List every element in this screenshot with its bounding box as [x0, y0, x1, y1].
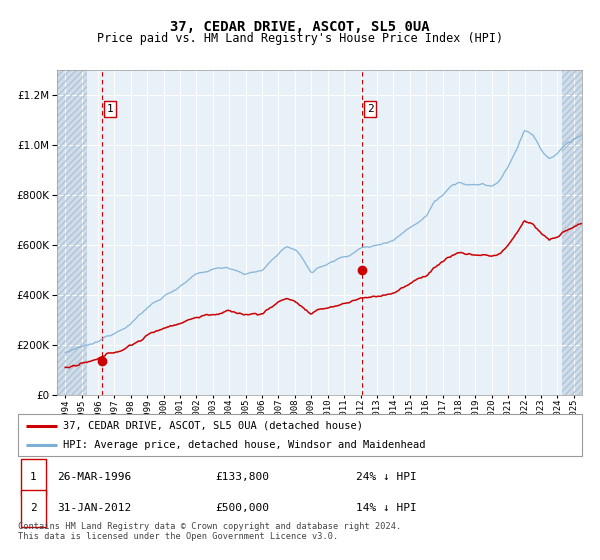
Text: 1: 1 [107, 104, 113, 114]
Text: £500,000: £500,000 [215, 503, 269, 513]
Bar [21, 489, 46, 526]
Text: 1: 1 [30, 473, 37, 482]
Bar [57, 70, 86, 395]
Text: 31-JAN-2012: 31-JAN-2012 [58, 503, 132, 513]
Text: 26-MAR-1996: 26-MAR-1996 [58, 473, 132, 482]
Bar [562, 70, 582, 395]
Text: 14% ↓ HPI: 14% ↓ HPI [356, 503, 417, 513]
Text: 37, CEDAR DRIVE, ASCOT, SL5 0UA (detached house): 37, CEDAR DRIVE, ASCOT, SL5 0UA (detache… [63, 421, 363, 431]
Text: 2: 2 [367, 104, 373, 114]
Bar [562, 70, 582, 395]
Text: £133,800: £133,800 [215, 473, 269, 482]
Text: Contains HM Land Registry data © Crown copyright and database right 2024.
This d: Contains HM Land Registry data © Crown c… [18, 522, 401, 542]
Text: 37, CEDAR DRIVE, ASCOT, SL5 0UA: 37, CEDAR DRIVE, ASCOT, SL5 0UA [170, 20, 430, 34]
Text: 2: 2 [30, 503, 37, 513]
Text: Price paid vs. HM Land Registry's House Price Index (HPI): Price paid vs. HM Land Registry's House … [97, 32, 503, 45]
Bar [57, 70, 86, 395]
Text: 24% ↓ HPI: 24% ↓ HPI [356, 473, 417, 482]
Text: HPI: Average price, detached house, Windsor and Maidenhead: HPI: Average price, detached house, Wind… [63, 440, 425, 450]
Bar [21, 459, 46, 496]
